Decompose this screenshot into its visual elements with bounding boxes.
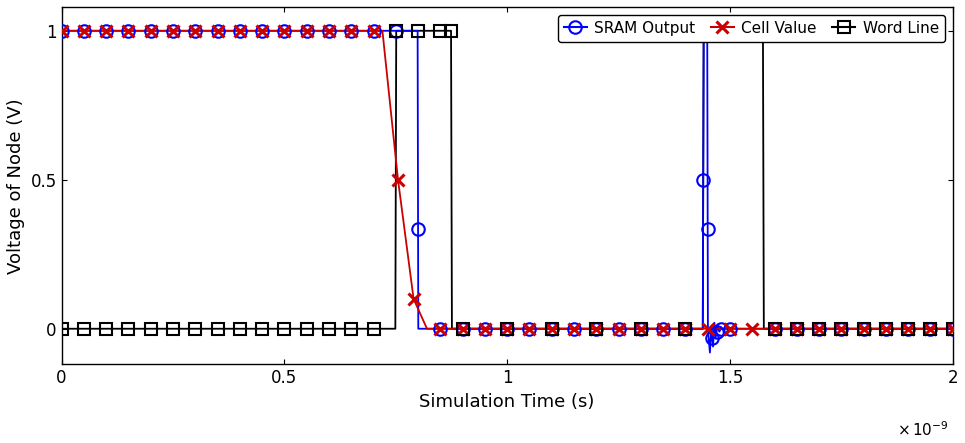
- Y-axis label: Voltage of Node (V): Voltage of Node (V): [7, 98, 25, 273]
- Legend: SRAM Output, Cell Value, Word Line: SRAM Output, Cell Value, Word Line: [558, 15, 945, 42]
- X-axis label: Simulation Time (s): Simulation Time (s): [420, 393, 594, 411]
- Text: $\times\,10^{-9}$: $\times\,10^{-9}$: [896, 420, 949, 439]
